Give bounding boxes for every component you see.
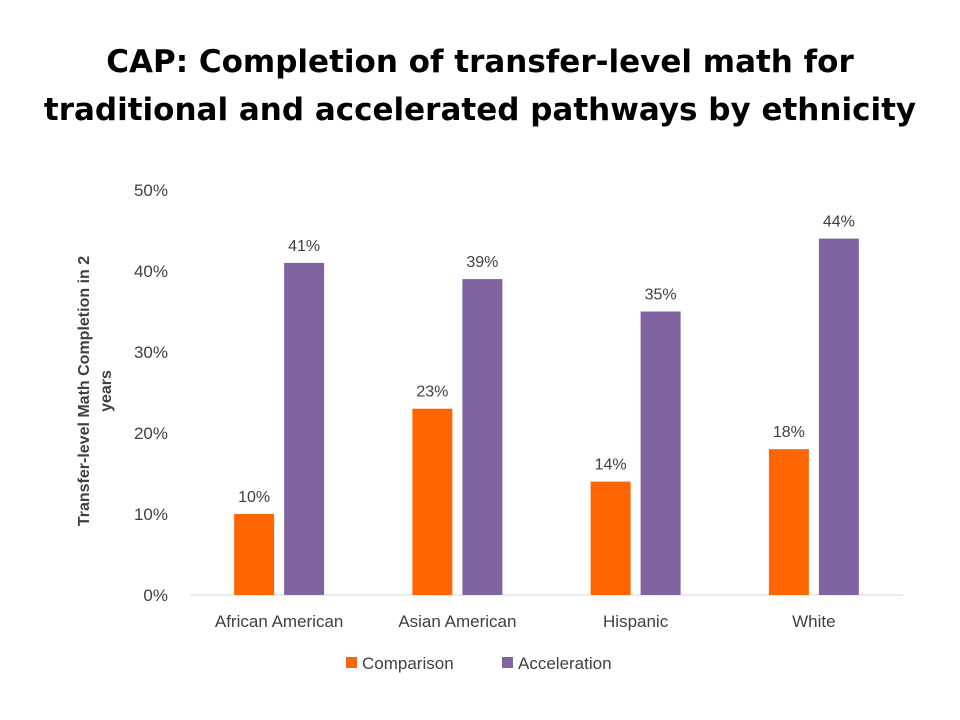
- data-label: 44%: [823, 214, 855, 231]
- x-category-label: White: [792, 612, 835, 631]
- bar-comparison-0: [234, 514, 275, 595]
- x-axis-categories: African American Asian American Hispanic Wh…: [215, 612, 836, 631]
- legend-label-comparison: Comparison: [362, 654, 454, 673]
- data-label: 18%: [773, 424, 805, 441]
- bar-comparison-3: [768, 449, 809, 595]
- data-label: 23%: [416, 384, 448, 401]
- bar-acceleration-2: [640, 311, 681, 595]
- y-tick-label: 50%: [134, 181, 168, 200]
- y-tick-label: 40%: [134, 262, 168, 281]
- legend-swatch-comparison: [346, 657, 357, 668]
- bar-acceleration-0: [284, 262, 325, 595]
- legend-label-acceleration: Acceleration: [518, 654, 612, 673]
- y-axis-ticks: 0% 10% 20% 30% 40% 50%: [134, 181, 168, 605]
- chart-title-line-1: CAP: Completion of transfer-level math f…: [106, 44, 854, 80]
- y-tick-label: 0%: [143, 586, 168, 605]
- x-category-label: African American: [215, 612, 344, 631]
- x-category-label: Asian American: [398, 612, 516, 631]
- chart-title-line-2: traditional and accelerated pathways by …: [43, 92, 917, 128]
- legend: Comparison Acceleration: [346, 654, 612, 673]
- data-label: 39%: [466, 254, 498, 271]
- bar-comparison-1: [412, 408, 453, 595]
- bar-comparison-2: [590, 481, 631, 595]
- x-category-label: Hispanic: [603, 612, 669, 631]
- bar-acceleration-3: [818, 238, 859, 595]
- data-label: 10%: [238, 489, 270, 506]
- y-axis-title-line-2: years: [98, 370, 115, 412]
- y-tick-label: 10%: [134, 505, 168, 524]
- y-axis-title: Transfer-level Math Completion in 2 year…: [76, 256, 115, 526]
- y-tick-label: 30%: [134, 343, 168, 362]
- chart-title: CAP: Completion of transfer-level math f…: [0, 38, 960, 134]
- data-label: 41%: [288, 238, 320, 255]
- y-tick-label: 20%: [134, 424, 168, 443]
- bars: 10% 41% 23% 39% 14% 35% 18% 44%: [234, 214, 859, 595]
- bar-acceleration-1: [462, 279, 503, 595]
- data-label: 35%: [645, 287, 677, 304]
- y-axis-title-line-1: Transfer-level Math Completion in 2: [76, 256, 93, 526]
- legend-swatch-acceleration: [502, 657, 513, 668]
- data-label: 14%: [595, 457, 627, 474]
